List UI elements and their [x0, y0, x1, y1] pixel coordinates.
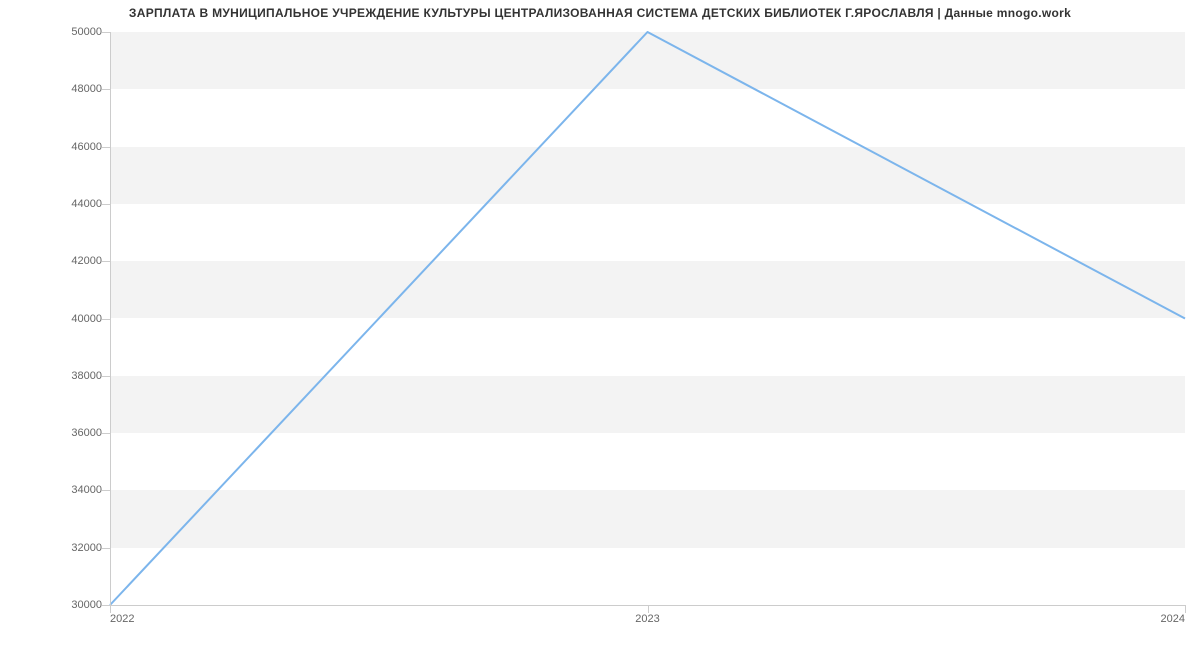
- y-tick-mark: [102, 605, 110, 606]
- y-tick-label: 34000: [71, 484, 102, 496]
- y-tick-label: 30000: [71, 599, 102, 611]
- y-tick-mark: [102, 261, 110, 262]
- y-tick-mark: [102, 433, 110, 434]
- y-tick-label: 38000: [71, 370, 102, 382]
- series-line: [110, 32, 1185, 605]
- y-tick-mark: [102, 147, 110, 148]
- y-tick-label: 50000: [71, 26, 102, 38]
- x-tick-mark: [110, 605, 111, 613]
- y-tick-label: 42000: [71, 255, 102, 267]
- x-tick-mark: [648, 605, 649, 613]
- y-tick-mark: [102, 32, 110, 33]
- y-tick-label: 36000: [71, 427, 102, 439]
- y-tick-mark: [102, 376, 110, 377]
- y-axis-line: [110, 32, 111, 605]
- y-tick-mark: [102, 548, 110, 549]
- y-tick-label: 46000: [71, 141, 102, 153]
- plot-area: 3000032000340003600038000400004200044000…: [110, 32, 1185, 605]
- y-tick-label: 32000: [71, 542, 102, 554]
- y-tick-mark: [102, 89, 110, 90]
- y-tick-label: 48000: [71, 83, 102, 95]
- chart-container: ЗАРПЛАТА В МУНИЦИПАЛЬНОЕ УЧРЕЖДЕНИЕ КУЛЬ…: [0, 0, 1200, 650]
- line-layer: [110, 32, 1185, 605]
- y-tick-label: 44000: [71, 198, 102, 210]
- x-tick-mark: [1185, 605, 1186, 613]
- x-tick-label: 2022: [110, 613, 134, 625]
- x-tick-label: 2024: [1161, 613, 1185, 625]
- y-tick-mark: [102, 490, 110, 491]
- y-tick-mark: [102, 204, 110, 205]
- chart-title: ЗАРПЛАТА В МУНИЦИПАЛЬНОЕ УЧРЕЖДЕНИЕ КУЛЬ…: [0, 6, 1200, 20]
- y-tick-label: 40000: [71, 313, 102, 325]
- y-tick-mark: [102, 319, 110, 320]
- x-tick-label: 2023: [635, 613, 659, 625]
